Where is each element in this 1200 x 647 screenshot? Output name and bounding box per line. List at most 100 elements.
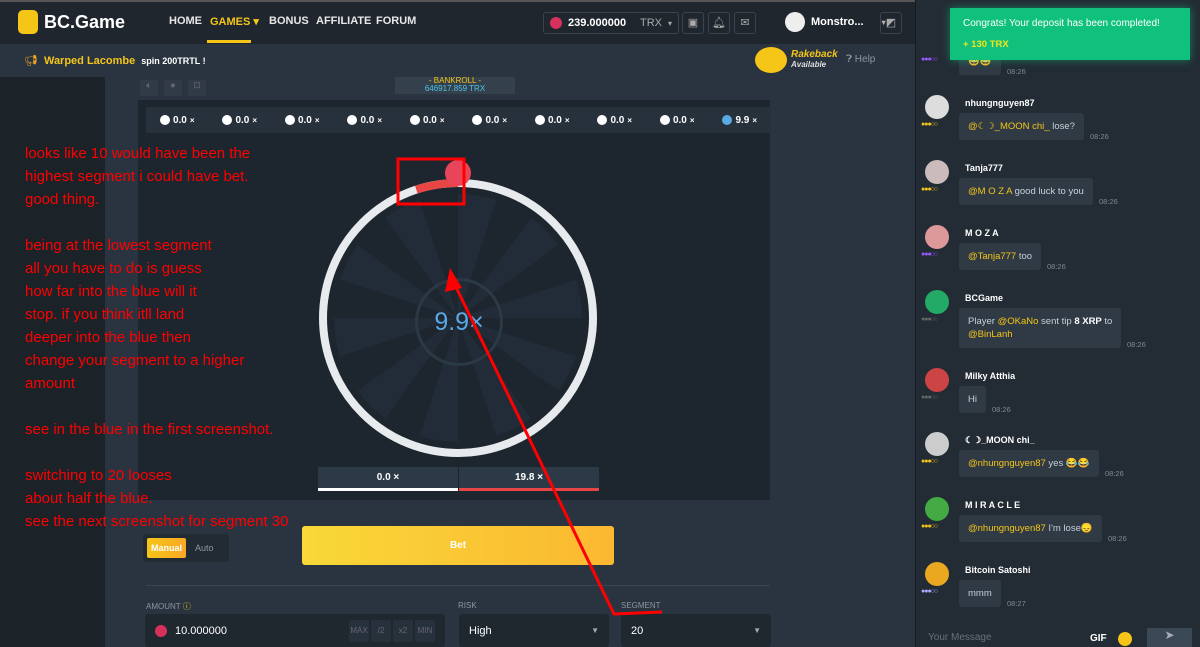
deposit-toast: Congrats! Your deposit has been complete… [950, 8, 1190, 60]
level-badge-icon: ●●●○○ [921, 523, 938, 530]
message-text: too [1016, 251, 1033, 262]
emoji-icon[interactable] [1118, 632, 1132, 646]
avatar[interactable] [925, 290, 949, 314]
max-button[interactable]: MAX [349, 619, 369, 642]
mention[interactable]: @Tanja777 [968, 251, 1017, 262]
times-sign: × [252, 115, 258, 125]
double-button[interactable]: x2 [393, 619, 413, 642]
message-bubble: Hi [959, 386, 986, 413]
message-bubble: @nhungnguyen87 yes 😂😂 [959, 450, 1099, 477]
mention[interactable]: @nhungnguyen87 [968, 458, 1046, 469]
bet-button[interactable]: Bet [302, 526, 614, 565]
chevron-down-icon: ▼ [753, 626, 761, 635]
bankroll-label: - BANKROLL - [428, 76, 482, 85]
chat-username[interactable]: Bitcoin Satoshi [965, 565, 1031, 575]
risk-label: RISK [458, 601, 477, 610]
logo-icon [18, 10, 38, 34]
mail-icon[interactable]: ✉ [734, 12, 756, 34]
help-button[interactable]: ❓︎ Help [846, 54, 875, 65]
timestamp: 08:26 [992, 405, 1011, 414]
mode-toggle: Manual Auto [143, 534, 229, 562]
bell-icon[interactable]: 🔔︎ [708, 12, 730, 34]
annotation-arrow [453, 284, 663, 616]
nav-bonus[interactable]: BONUS [269, 15, 309, 27]
risk-select[interactable]: High ▼ [459, 614, 609, 647]
color-dot [659, 115, 670, 125]
message-input[interactable]: Your Message [928, 632, 992, 643]
min-button[interactable]: MIN [415, 619, 435, 642]
multiplier-item: 0.0 × [409, 115, 445, 126]
currency-select[interactable]: TRX [639, 17, 662, 29]
collapse-chat-icon[interactable]: ◩ [880, 12, 902, 34]
wallet-icon[interactable]: ▣ [682, 12, 704, 34]
avatar[interactable] [925, 368, 949, 392]
help-label: Help [854, 54, 876, 65]
annotation-text: looks like 10 would have been the highes… [25, 145, 289, 530]
toast-title: Congrats! Your deposit has been complete… [963, 18, 1160, 29]
multiplier-item: 0.0 × [159, 115, 195, 126]
active-nav-underline [207, 40, 251, 43]
chevron-down-icon: ▾ [881, 17, 886, 27]
chat-username[interactable]: M O Z A [965, 228, 999, 238]
chat-username[interactable]: Milky Atthia [965, 371, 1016, 381]
gif-button[interactable]: GIF [1090, 633, 1107, 644]
avatar[interactable] [925, 497, 949, 521]
timestamp: 08:26 [1108, 534, 1127, 543]
ticker-name: Warped Lacombe [43, 54, 136, 67]
amount-label-text: AMOUNT [146, 602, 181, 611]
wallet-balance[interactable]: 239.000000 TRX ▾ [543, 12, 679, 34]
mention[interactable]: @☾☽_MOON chi_ [968, 121, 1050, 132]
chat-username[interactable]: ☾☽_MOON chi_ [965, 435, 1035, 445]
multiplier-value: 0.0 [610, 114, 625, 126]
auto-tab[interactable]: Auto [195, 543, 214, 553]
nav-forum[interactable]: FORUM [376, 15, 417, 27]
mention[interactable]: @nhungnguyen87 [968, 523, 1046, 534]
piggy-bank-icon [755, 47, 787, 73]
nav-affiliate[interactable]: AFFILIATE [316, 15, 372, 27]
amount-label: AMOUNT ⓘ [146, 601, 191, 612]
avatar[interactable] [925, 562, 949, 586]
trx-icon [155, 624, 167, 637]
game-tools: 🔈︎ ● ⊡ [140, 80, 206, 96]
send-icon: ➤ [1164, 628, 1175, 642]
hotkeys-icon[interactable]: ● [164, 80, 182, 96]
avatar[interactable] [925, 95, 949, 119]
segment-select[interactable]: 20 ▼ [621, 614, 771, 647]
chat-username[interactable]: BCGame [965, 293, 1004, 303]
color-dot [409, 115, 420, 125]
balance: 239.000000 [568, 17, 627, 29]
annotation-overlay [396, 157, 663, 616]
half-button[interactable]: /2 [371, 619, 391, 642]
user-menu[interactable]: Monstro... ▾ [785, 12, 886, 32]
message-text: lose? [1049, 121, 1075, 132]
avatar [785, 12, 805, 32]
wheel-center-multiplier: 9.9× [415, 278, 503, 366]
nav-home[interactable]: HOME [169, 15, 202, 27]
sound-icon[interactable]: 🔈︎ [140, 80, 158, 96]
chat-username[interactable]: Tanja777 [965, 163, 1003, 173]
rakeback-button[interactable]: Rakeback Available [755, 47, 838, 73]
chat-username[interactable]: M I R A C L E [965, 500, 1021, 510]
nav-games[interactable]: GAMES ▾ [210, 16, 259, 28]
message-bubble: mmm [959, 580, 1001, 607]
multiplier-value: 0.0 [235, 114, 250, 126]
level-badge-icon: ●●●○○ [921, 186, 938, 193]
message-text: I'm lose😞 [1045, 523, 1093, 534]
times-sign: × [689, 115, 695, 125]
mention[interactable]: @M O Z A [968, 186, 1012, 197]
amount-input[interactable]: 10.000000 MAX/2 x2 MIN [145, 614, 445, 647]
chat-username[interactable]: nhungnguyen87 [965, 98, 1035, 108]
logo[interactable]: BC.Game [18, 10, 125, 34]
times-sign: × [189, 115, 195, 125]
timestamp: 08:26 [1105, 469, 1124, 478]
avatar[interactable] [925, 160, 949, 184]
send-button[interactable]: ➤ [1147, 628, 1192, 647]
trx-icon [550, 17, 562, 29]
avatar[interactable] [925, 432, 949, 456]
avatar[interactable] [925, 225, 949, 249]
manual-tab[interactable]: Manual [147, 538, 186, 558]
fairness-icon[interactable]: ⊡ [188, 80, 206, 96]
color-dot [472, 115, 483, 125]
info-icon[interactable]: ⓘ [182, 602, 191, 611]
color-dot [534, 115, 545, 125]
